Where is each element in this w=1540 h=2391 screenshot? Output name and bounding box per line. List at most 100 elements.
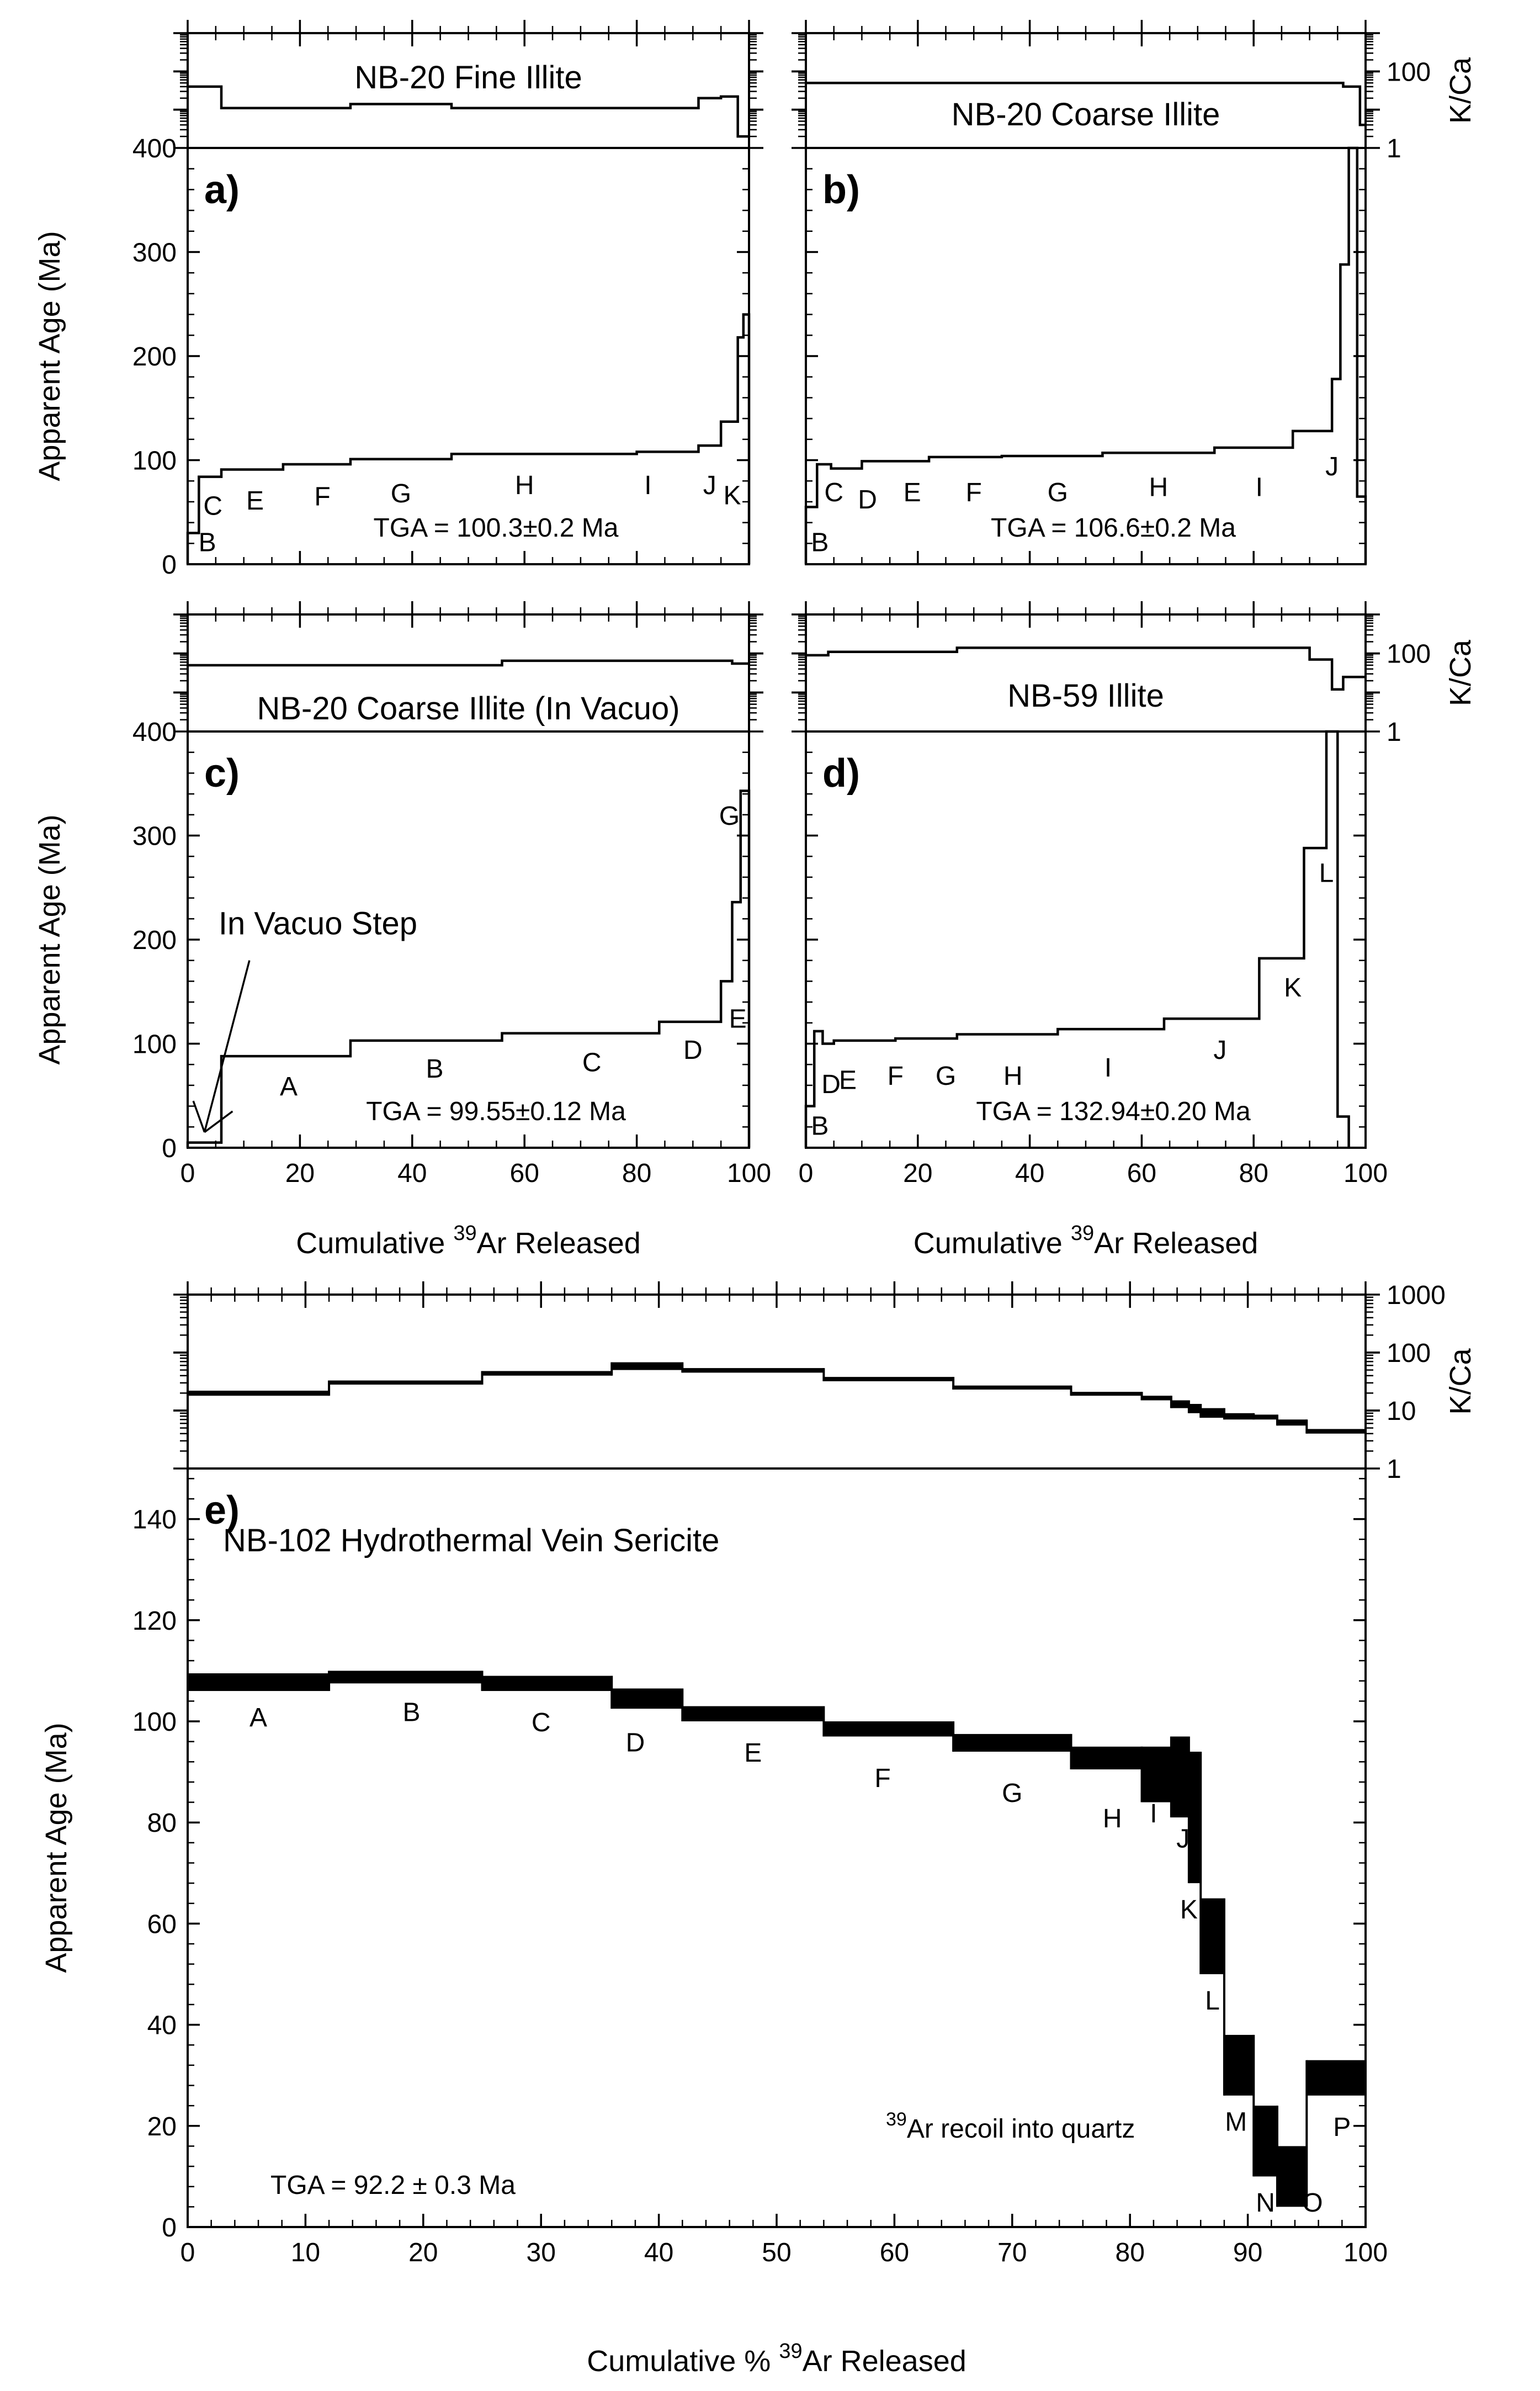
y-tick-label: 140	[132, 1505, 177, 1535]
kca-step	[612, 1362, 683, 1370]
x-axis-title-e: Cumulative % 39Ar Released	[587, 2340, 967, 2378]
panel-title: NB-59 Illite	[1007, 678, 1164, 714]
step-label: J	[1325, 452, 1339, 481]
y-tick-label: 80	[147, 1809, 177, 1838]
age-step	[1201, 1898, 1224, 1974]
x-tick-label: 60	[510, 1159, 539, 1188]
y-tick-label: 120	[132, 1607, 177, 1636]
y-tick-label: 100	[132, 447, 177, 476]
kca-step	[953, 1385, 1071, 1390]
kca-axis-label: K/Ca	[1444, 57, 1477, 124]
age-step	[1188, 1751, 1201, 1884]
kca-tick-label: 100	[1387, 57, 1431, 87]
tga-value: TGA = 100.3±0.2 Ma	[374, 513, 619, 543]
step-label: D	[858, 485, 877, 515]
step-label: J	[1176, 1825, 1189, 1854]
kca-step	[1254, 1414, 1277, 1420]
tga-value: TGA = 99.55±0.12 Ma	[366, 1097, 626, 1126]
x-tick-label: 80	[622, 1159, 651, 1188]
step-label: E	[839, 1066, 857, 1095]
kca-axis-d: 1 100	[792, 613, 1431, 747]
y-tick-label: 40	[147, 2011, 177, 2040]
y-tick-label: 0	[162, 2213, 177, 2242]
age-step	[1307, 2060, 1366, 2096]
y-axis-a: 0 100 200 300 400	[132, 134, 749, 580]
x-tick-label: 0	[799, 1159, 814, 1188]
step-label: N	[1256, 2188, 1275, 2218]
age-step	[1254, 2106, 1277, 2177]
age-spectrum-a	[186, 313, 751, 564]
y-axis-d	[806, 730, 1366, 1149]
kca-step	[1307, 1429, 1366, 1434]
kca-line	[188, 85, 749, 138]
step-label: M	[1225, 2108, 1247, 2137]
kca-axis-a	[173, 32, 763, 149]
x-tick-label: 60	[1127, 1159, 1156, 1188]
recoil-label: 39Ar recoil into quartz	[886, 2109, 1135, 2144]
x-tick-label: 80	[1239, 1159, 1268, 1188]
age-step	[682, 1706, 824, 1721]
age-line	[804, 730, 1350, 1148]
step-label: G	[1048, 478, 1068, 507]
kca-step	[188, 1391, 330, 1396]
step-labels-b: BC D E F G H I J	[811, 452, 1339, 558]
step-label: H	[1149, 473, 1168, 502]
step-label: D	[626, 1729, 645, 1758]
y-axis-label: Apparent Age (Ma)	[33, 814, 66, 1064]
tga-value: TGA = 92.2 ± 0.3 Ma	[270, 2171, 516, 2200]
step-label: F	[874, 1764, 890, 1793]
x-tick-label: 100	[727, 1159, 771, 1188]
x-axis-e: 0 10 20 30 40 50 60 70 80 90 100	[180, 1281, 1388, 2267]
age-step	[482, 1676, 612, 1692]
kca-axis-e: 1 10 100 1000	[173, 1281, 1446, 1484]
age-step	[824, 1721, 954, 1737]
age-step	[612, 1688, 683, 1709]
step-label: I	[1256, 473, 1263, 502]
x-tick-label: 70	[997, 2238, 1027, 2267]
age-spectrum-d	[804, 730, 1350, 1148]
step-label: B	[426, 1054, 443, 1084]
kca-tick-label: 1000	[1387, 1281, 1446, 1310]
panel-title: NB-20 Coarse Illite (In Vacuo)	[257, 691, 679, 727]
x-tick-label: 40	[644, 2238, 673, 2267]
age-step	[1277, 2146, 1307, 2207]
kca-step	[482, 1371, 612, 1376]
panel-title: NB-20 Coarse Illite	[952, 97, 1220, 132]
step-label: G	[936, 1062, 956, 1091]
kca-step	[1188, 1404, 1201, 1413]
age-line	[804, 146, 1367, 564]
step-label: A	[249, 1703, 267, 1732]
step-label: C	[203, 492, 222, 521]
age-line	[186, 789, 751, 1148]
kca-frame-d	[805, 613, 1367, 733]
age-step	[953, 1733, 1071, 1752]
x-tick-label: 80	[1116, 2238, 1145, 2267]
panel-letter: c)	[204, 751, 240, 796]
step-label: C	[532, 1708, 551, 1737]
panel-letter: d)	[822, 751, 860, 796]
kca-line	[806, 646, 1366, 691]
age-spectrum-c	[186, 789, 751, 1148]
step-labels-a: BC E F G H I J K	[199, 471, 741, 558]
kca-step	[1141, 1396, 1171, 1401]
x-tick-label: 0	[180, 2238, 195, 2267]
kca-series-d	[806, 646, 1366, 691]
step-label: E	[744, 1738, 762, 1768]
x-tick-label: 20	[408, 2238, 438, 2267]
panel-letter: e)	[204, 1488, 240, 1533]
kca-step	[824, 1377, 954, 1381]
x-axis-a	[187, 20, 750, 564]
y-axis-e: 0 20 40 60 80 100 120 140	[132, 1478, 1366, 2242]
step-label: G	[391, 479, 411, 508]
kca-series-b	[806, 81, 1366, 126]
kca-series-e	[188, 1362, 1366, 1434]
step-label: K	[1284, 973, 1302, 1003]
panel-letter: a)	[204, 168, 240, 212]
y-tick-label: 400	[132, 134, 177, 163]
step-labels-c: A B C DE G	[280, 802, 747, 1101]
step-label: P	[1333, 2113, 1351, 2142]
x-tick-label: 90	[1233, 2238, 1262, 2267]
kca-axis-c	[173, 613, 763, 733]
